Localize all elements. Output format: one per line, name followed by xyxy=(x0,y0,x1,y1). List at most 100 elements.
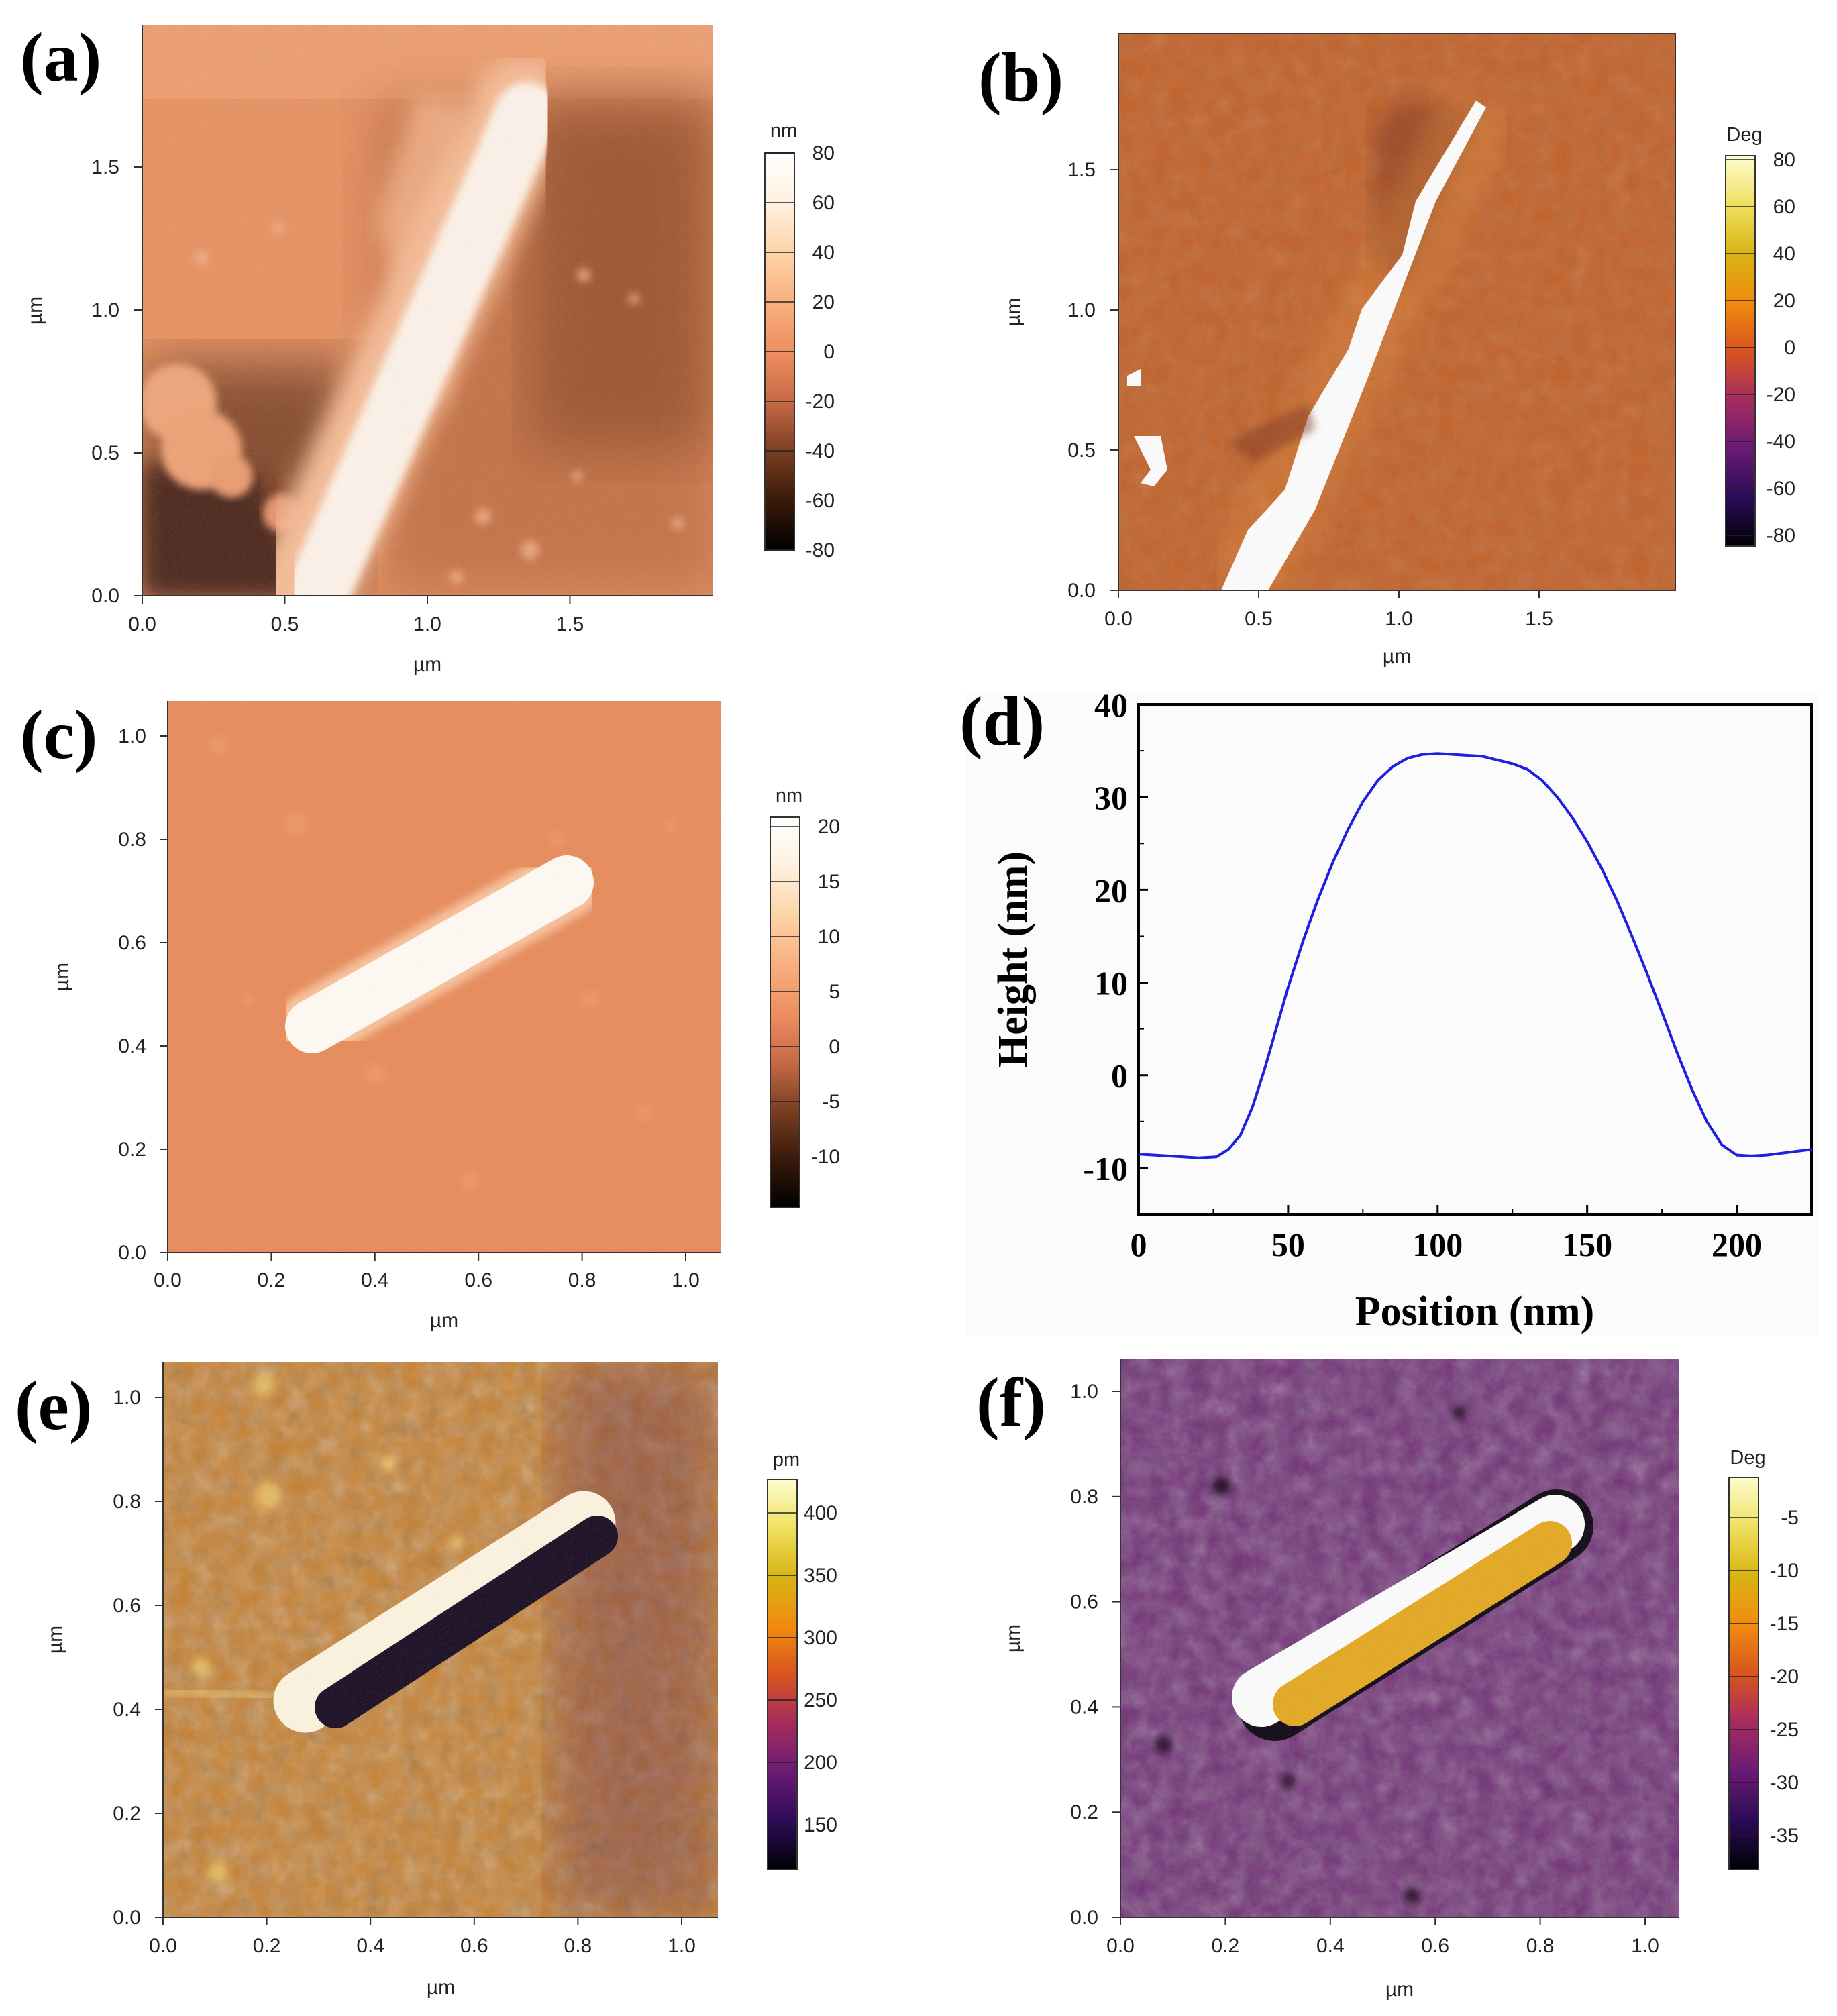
colorbar-tick-label: 20 xyxy=(812,291,835,313)
x-tick-label: 0.0 xyxy=(1104,608,1133,630)
ticks-c: 0.0 0.2 0.4 0.6 0.8 1.0 0.0 0.2 0.4 0.6 0.8 1.0 xyxy=(118,725,700,1291)
y-tick-label: 0.8 xyxy=(1070,1486,1098,1508)
y-tick-label: 0.8 xyxy=(113,1491,141,1513)
ticks-e: 0.0 0.2 0.4 0.6 0.8 1.0 0.0 0.2 0.4 0.6 0.8 1.0 xyxy=(113,1387,696,1957)
y-axis-label-a: µm xyxy=(24,297,46,325)
y-tick-label: 0.2 xyxy=(113,1803,141,1825)
colorbar-a: nm 80 60 40 20 0 -20 -40 -60 -80 xyxy=(764,120,835,562)
y-axis-label-e: µm xyxy=(44,1626,66,1654)
colorbar-tick-label: 20 xyxy=(818,816,840,838)
colorbar-tick-label: -60 xyxy=(806,490,835,512)
x-tick-label: 1.0 xyxy=(1631,1935,1659,1957)
colorbar-tick-label: 0 xyxy=(823,341,835,363)
y-tick-label: 1.0 xyxy=(91,299,119,321)
y-axis-label-b: µm xyxy=(1002,298,1025,326)
panel-letter-b: (b) xyxy=(978,39,1063,116)
colorbar-tick-label: 0 xyxy=(829,1036,840,1058)
y-tick-label: 1.0 xyxy=(113,1387,141,1409)
x-tick-label: 1.0 xyxy=(413,613,441,635)
ticks-f: 0.0 0.2 0.4 0.6 0.8 1.0 0.0 0.2 0.4 0.6 0.8 1.0 xyxy=(1070,1381,1659,1957)
colorbar-tick-label: 40 xyxy=(1773,243,1795,265)
colorbar-tick-label: -60 xyxy=(1767,478,1795,500)
y-tick-label: 0.8 xyxy=(118,829,146,851)
panel-e: (e) 0.0 0.2 0.4 0.6 0.8 1.0 0.0 0.2 0.4 0.6 0.8 1.0… xyxy=(15,1362,837,1999)
colorbar-gradient xyxy=(1728,1477,1759,1870)
colorbar-unit: nm xyxy=(776,785,802,806)
y-tick-label: 0.5 xyxy=(1067,439,1096,462)
x-tick-label: 0.6 xyxy=(460,1935,488,1957)
colorbar-b: Deg 80 60 40 20 0 -20 -40 -60 -80 xyxy=(1725,124,1795,547)
panel-b: (b) 0.0 0.5 1.0 1.5 0.0 0.5 1.0 1.5 µm µm Deg 80… xyxy=(978,33,1795,668)
colorbar-gradient xyxy=(770,816,800,1208)
afm-phase-image-f xyxy=(1120,1359,1679,1917)
x-axis-label-b: µm xyxy=(1383,645,1411,668)
y-tick-label: 0.0 xyxy=(1070,1907,1098,1929)
colorbar-tick-label: -20 xyxy=(1770,1666,1799,1688)
y-axis-label-c: µm xyxy=(51,963,73,991)
x-tick-label: 200 xyxy=(1712,1226,1762,1263)
colorbar-tick-label: 300 xyxy=(804,1627,837,1649)
colorbar-tick-label: 60 xyxy=(812,192,835,214)
colorbar-unit: nm xyxy=(770,120,797,142)
y-tick-label: 20 xyxy=(1094,871,1128,909)
y-tick-label: 0.5 xyxy=(91,442,119,464)
y-tick-label: 0.0 xyxy=(1067,580,1096,602)
x-tick-label: 0.8 xyxy=(1526,1935,1555,1957)
colorbar-tick-label: 60 xyxy=(1773,196,1795,218)
colorbar-e: pm 400 350 300 250 200 150 xyxy=(767,1449,837,1870)
y-tick-label: 0.4 xyxy=(1070,1696,1098,1718)
y-tick-label: 0.2 xyxy=(118,1138,146,1161)
x-tick-label: 0.4 xyxy=(1316,1935,1345,1957)
colorbar-tick-label: -10 xyxy=(1770,1560,1799,1582)
x-tick-label: 0.4 xyxy=(361,1269,389,1291)
afm-height-image-a xyxy=(142,25,713,596)
colorbar-tick-label: -80 xyxy=(1767,525,1795,547)
x-tick-label: 0.2 xyxy=(258,1269,286,1291)
axes-f xyxy=(1120,1359,1679,1918)
colorbar-tick-label: -15 xyxy=(1770,1613,1799,1635)
x-axis-label-f: µm xyxy=(1385,1978,1414,2001)
x-tick-label: 100 xyxy=(1412,1226,1463,1263)
colorbar-tick-label: -25 xyxy=(1770,1719,1799,1741)
axes-e xyxy=(162,1362,718,1918)
colorbar-c: nm 20 15 10 5 0 -5 -10 xyxy=(770,785,840,1208)
panel-letter-a: (a) xyxy=(20,19,101,96)
colorbar-tick-label: 10 xyxy=(818,926,840,948)
afm-phase-image-b xyxy=(1118,34,1675,590)
y-tick-label: 0.0 xyxy=(113,1907,141,1929)
x-axis-label-e: µm xyxy=(427,1976,455,1999)
panel-letter-c: (c) xyxy=(20,696,97,774)
y-tick-label: 0.4 xyxy=(113,1699,141,1721)
y-tick-label: 0.4 xyxy=(118,1035,146,1057)
colorbar-tick-label: 80 xyxy=(812,142,835,164)
afm-amplitude-image-e xyxy=(163,1362,718,1917)
y-tick-label: 0.0 xyxy=(118,1242,146,1264)
x-tick-label: 0.5 xyxy=(1245,608,1273,630)
x-tick-label: 0.6 xyxy=(464,1269,492,1291)
x-tick-label: 0 xyxy=(1131,1226,1147,1263)
x-tick-label: 0.5 xyxy=(271,613,299,635)
colorbar-gradient xyxy=(767,1479,798,1870)
x-tick-label: 1.0 xyxy=(672,1269,700,1291)
colorbar-tick-label: 40 xyxy=(812,242,835,264)
x-tick-label: 0.0 xyxy=(128,613,156,635)
colorbar-tick-label: -10 xyxy=(811,1146,840,1168)
x-tick-label: 1.0 xyxy=(668,1935,696,1957)
panel-f: (f) 0.0 0.2 0.4 0.6 0.8 1.0 0.0 0.2 0.4 0.6 0.8 1.0… xyxy=(976,1359,1799,2001)
colorbar-tick-label: 350 xyxy=(804,1564,837,1587)
y-tick-label: 1.0 xyxy=(1070,1381,1098,1403)
y-tick-label: 1.5 xyxy=(1067,159,1096,181)
colorbar-tick-label: -40 xyxy=(806,440,835,462)
colorbar-tick-label: 200 xyxy=(804,1752,837,1774)
colorbar-tick-label: 15 xyxy=(818,871,840,893)
x-tick-label: 0.0 xyxy=(154,1269,182,1291)
y-tick-label: 30 xyxy=(1094,779,1128,816)
y-tick-label: 0 xyxy=(1111,1057,1128,1095)
y-tick-label: 1.0 xyxy=(1067,299,1096,321)
x-tick-label: 150 xyxy=(1562,1226,1612,1263)
colorbar-tick-label: -20 xyxy=(806,390,835,413)
chart-background xyxy=(966,691,1818,1335)
colorbar-tick-label: -35 xyxy=(1770,1825,1799,1847)
y-tick-label: -10 xyxy=(1083,1150,1128,1187)
panel-a: (a) 0.0 0.5 1.0 1.50.00.51 xyxy=(20,19,835,676)
